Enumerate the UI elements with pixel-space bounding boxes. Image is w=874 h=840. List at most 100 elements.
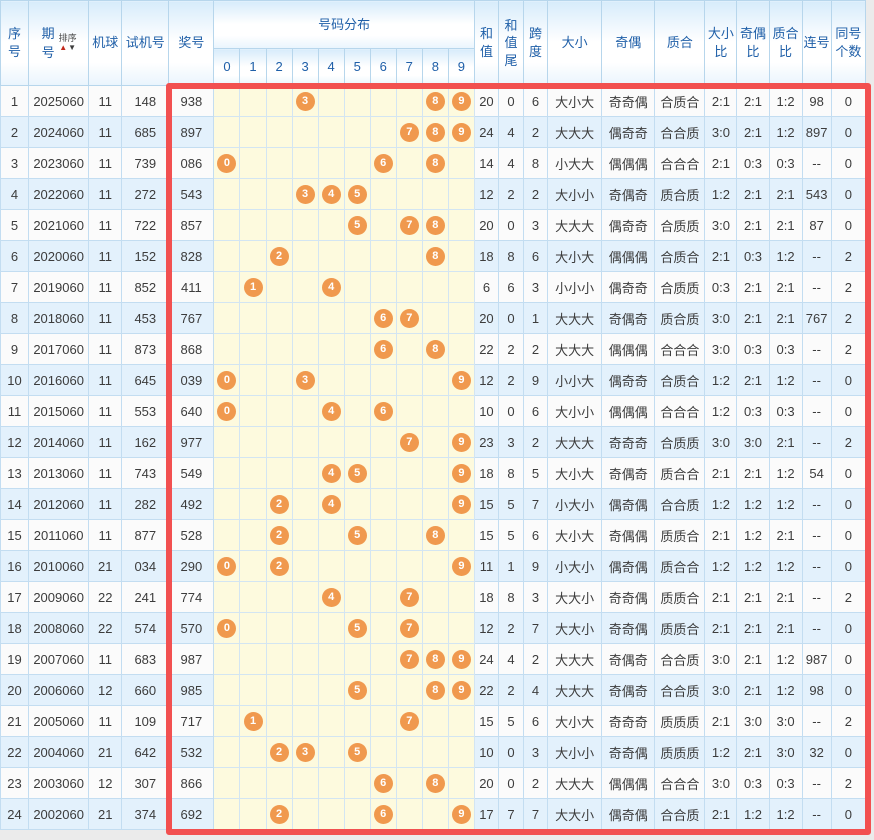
table-row: 18 2008060 22 574 570 0 5 7 12 2 7 大大小 奇… — [0, 612, 867, 644]
cell-digit-9 — [447, 333, 475, 365]
cell-digit-7: 7 — [395, 643, 423, 675]
cell-digit-0 — [213, 271, 241, 303]
cell-period: 2010060 — [28, 550, 90, 582]
cell-digit-5 — [343, 705, 371, 737]
cell-parity: 偶偶偶 — [601, 395, 656, 427]
cell-digit-6 — [369, 426, 397, 458]
cell-prime-ratio: 1:2 — [768, 674, 803, 706]
cell-digit-0 — [213, 85, 241, 117]
cell-prize-number: 549 — [168, 457, 215, 489]
cell-digit-0 — [213, 705, 241, 737]
sort-label: 排序 — [58, 32, 77, 43]
cell-digit-7 — [395, 674, 423, 706]
cell-prize-number: 985 — [168, 674, 215, 706]
cell-digit-7 — [395, 333, 423, 365]
cell-digit-3 — [291, 302, 319, 334]
cell-digit-7 — [395, 736, 423, 768]
cell-period: 2017060 — [28, 333, 90, 365]
digit-header-0: 0 — [213, 48, 241, 86]
col-header-distribution: 号码分布 — [213, 0, 475, 49]
cell-test-number: 109 — [121, 705, 170, 737]
sort-descending-icon[interactable]: ▼ — [68, 42, 77, 52]
cell-digit-0 — [213, 209, 241, 241]
cell-digit-8: 8 — [421, 767, 449, 799]
cell-same-count: 0 — [830, 612, 867, 644]
cell-span: 5 — [523, 457, 549, 489]
cell-digit-1 — [239, 178, 267, 210]
cell-machine: 11 — [88, 457, 123, 489]
cell-digit-3: 3 — [291, 736, 319, 768]
cell-sum: 24 — [473, 116, 499, 148]
cell-size: 大大大 — [547, 426, 603, 458]
cell-digit-8: 8 — [421, 147, 449, 179]
cell-period: 2006060 — [28, 674, 90, 706]
cell-prize-number: 039 — [168, 364, 215, 396]
cell-digit-2 — [265, 302, 293, 334]
number-ball: 2 — [269, 556, 289, 576]
cell-prime: 合质质 — [654, 209, 706, 241]
cell-size-ratio: 1:2 — [704, 550, 738, 582]
table-row: 23 2003060 12 307 866 6 8 20 0 2 大大大 偶偶偶… — [0, 767, 867, 799]
table-row: 2 2024060 11 685 897 7 8 9 24 4 2 大大大 偶奇… — [0, 116, 867, 148]
cell-machine: 11 — [88, 147, 123, 179]
cell-same-count: 0 — [830, 798, 867, 830]
cell-digit-1 — [239, 767, 267, 799]
cell-same-count: 2 — [830, 302, 867, 334]
cell-consecutive: 98 — [801, 85, 832, 117]
cell-digit-8 — [421, 798, 449, 830]
number-ball: 8 — [425, 680, 445, 700]
cell-size-ratio: 3:0 — [704, 333, 738, 365]
cell-test-number: 574 — [121, 612, 170, 644]
cell-parity: 奇偶奇 — [601, 457, 656, 489]
cell-digit-2: 2 — [265, 488, 293, 520]
cell-same-count: 2 — [830, 767, 867, 799]
cell-span: 4 — [523, 674, 549, 706]
sort-control[interactable]: 排序 ▲ ▼ — [58, 32, 77, 53]
cell-seq: 16 — [0, 550, 30, 582]
cell-sum: 18 — [473, 581, 499, 613]
period-header-label: 期号 — [41, 25, 55, 61]
cell-digit-2 — [265, 643, 293, 675]
cell-digit-6: 6 — [369, 333, 397, 365]
cell-prize-number: 411 — [168, 271, 215, 303]
cell-prize-number: 528 — [168, 519, 215, 551]
cell-prize-number: 938 — [168, 85, 215, 117]
cell-seq: 20 — [0, 674, 30, 706]
cell-digit-8: 8 — [421, 240, 449, 272]
cell-prize-number: 866 — [168, 767, 215, 799]
number-ball: 4 — [321, 184, 341, 204]
cell-digit-4: 4 — [317, 395, 345, 427]
cell-seq: 24 — [0, 798, 30, 830]
number-ball: 3 — [295, 742, 315, 762]
cell-seq: 6 — [0, 240, 30, 272]
cell-sum-tail: 4 — [497, 116, 525, 148]
cell-size: 大小大 — [547, 240, 603, 272]
number-ball: 8 — [425, 153, 445, 173]
cell-parity: 偶奇奇 — [601, 271, 656, 303]
number-ball: 9 — [451, 556, 471, 576]
cell-same-count: 0 — [830, 488, 867, 520]
cell-prime: 质质质 — [654, 736, 706, 768]
cell-digit-9 — [447, 705, 475, 737]
cell-period: 2014060 — [28, 426, 90, 458]
cell-digit-3 — [291, 705, 319, 737]
cell-digit-8: 8 — [421, 674, 449, 706]
cell-consecutive: -- — [801, 581, 832, 613]
cell-digit-5 — [343, 116, 371, 148]
cell-parity-ratio: 2:1 — [736, 581, 770, 613]
cell-consecutive: -- — [801, 612, 832, 644]
sort-ascending-icon[interactable]: ▲ — [59, 42, 68, 52]
cell-size: 大大大 — [547, 209, 603, 241]
cell-digit-1 — [239, 488, 267, 520]
cell-digit-6 — [369, 364, 397, 396]
cell-prize-number: 828 — [168, 240, 215, 272]
cell-sum-tail: 5 — [497, 519, 525, 551]
cell-size-ratio: 1:2 — [704, 395, 738, 427]
cell-same-count: 2 — [830, 426, 867, 458]
cell-digit-3 — [291, 581, 319, 613]
number-ball: 3 — [295, 91, 315, 111]
table-header: 序号 期号 排序 ▲ ▼ 机球 试机号 奖号 — [0, 0, 867, 86]
cell-digit-1 — [239, 519, 267, 551]
cell-digit-4 — [317, 240, 345, 272]
